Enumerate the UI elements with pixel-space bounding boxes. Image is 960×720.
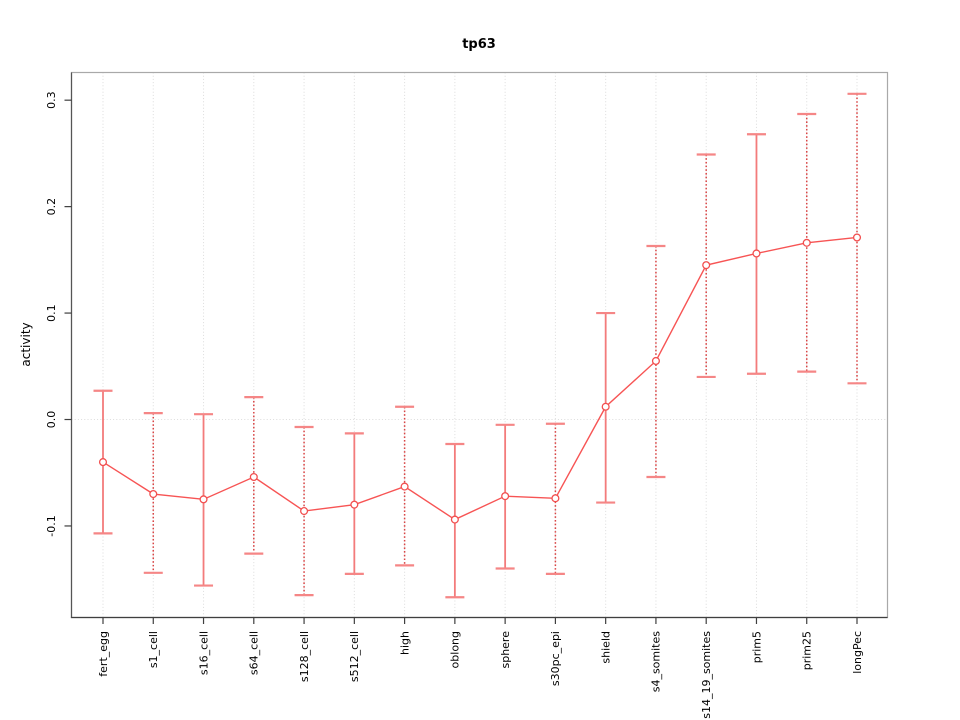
x-tick-label: s30pc_epi bbox=[549, 631, 562, 686]
x-tick-label: fert_egg bbox=[97, 631, 110, 677]
data-point-marker bbox=[752, 249, 761, 258]
x-tick-label: high bbox=[398, 631, 411, 655]
x-tick-label: prim25 bbox=[801, 631, 814, 670]
data-point-marker bbox=[350, 500, 359, 509]
data-point-marker bbox=[450, 515, 459, 524]
data-point-marker bbox=[199, 495, 208, 504]
data-point-marker bbox=[98, 458, 108, 467]
y-tick-label: 0.1 bbox=[45, 304, 58, 322]
x-tick-label: s16_cell bbox=[197, 631, 210, 675]
data-point-marker bbox=[249, 472, 258, 482]
y-axis-label: activity bbox=[19, 322, 33, 366]
chart-title: tp63 bbox=[462, 37, 496, 52]
data-point-marker bbox=[149, 489, 158, 499]
data-point-marker bbox=[702, 261, 711, 270]
x-tick-label: s128_cell bbox=[298, 631, 311, 682]
data-point-marker bbox=[852, 233, 862, 242]
y-tick-label: 0.3 bbox=[45, 91, 58, 109]
data-point-marker bbox=[400, 482, 409, 491]
x-tick-label: shield bbox=[599, 631, 612, 664]
x-tick-label: oblong bbox=[449, 631, 462, 668]
x-tick-label: s64_cell bbox=[248, 631, 261, 675]
data-point-marker bbox=[651, 356, 660, 366]
x-tick-label: s4_somites bbox=[650, 631, 663, 693]
data-point-marker bbox=[551, 494, 560, 503]
x-tick-label: prim5 bbox=[750, 631, 763, 663]
data-point-marker bbox=[501, 492, 510, 501]
data-point-marker bbox=[802, 238, 811, 247]
plot-area: fert_egg s1_cell s16_cell s64_cell s128_cell… bbox=[45, 71, 889, 719]
x-tick-label: sphere bbox=[499, 631, 512, 669]
data-point-marker bbox=[601, 402, 610, 411]
data-point-marker bbox=[300, 507, 309, 516]
y-tick-label: 0.2 bbox=[45, 198, 58, 216]
x-tick-label: s512_cell bbox=[348, 631, 361, 682]
x-tick-label: longPec bbox=[851, 631, 864, 674]
y-tick-label: -0.1 bbox=[45, 515, 58, 536]
x-tick-label: s1_cell bbox=[147, 631, 160, 668]
y-tick-label: 0.0 bbox=[45, 411, 58, 429]
plot-frame bbox=[70, 71, 889, 619]
x-tick-label: s14_19_somites bbox=[700, 631, 713, 719]
series-line bbox=[102, 236, 858, 521]
